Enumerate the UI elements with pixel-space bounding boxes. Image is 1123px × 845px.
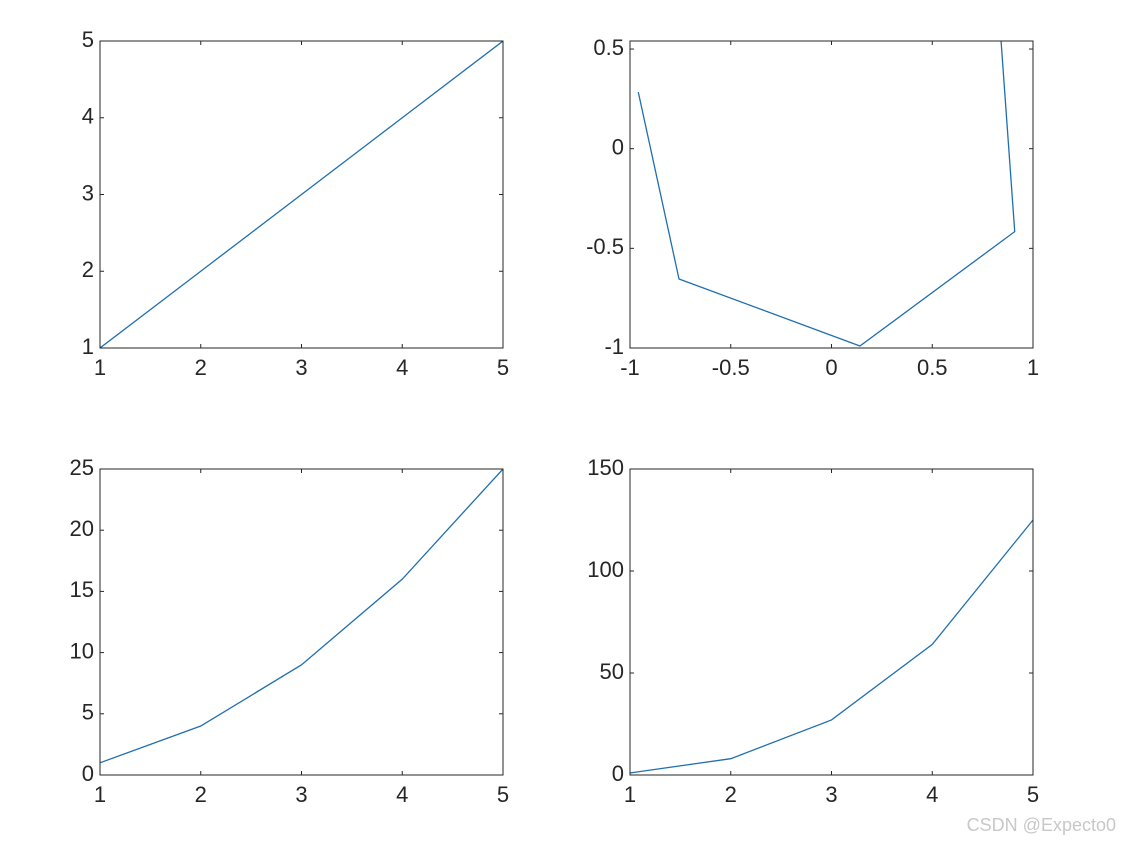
- x-tick-label: -1: [620, 355, 640, 380]
- y-tick-label: 0: [82, 761, 94, 786]
- y-tick-label: -1: [604, 334, 624, 359]
- line: [100, 41, 503, 348]
- y-tick-label: 5: [82, 700, 94, 725]
- x-tick-label: 5: [497, 355, 509, 380]
- y-tick-label: 100: [587, 557, 624, 582]
- x-tick-label: 1: [624, 782, 636, 807]
- line: [100, 469, 503, 764]
- x-tick-label: 3: [295, 355, 307, 380]
- y-tick-label: 10: [70, 638, 94, 663]
- x-tick-label: 2: [195, 782, 207, 807]
- x-tick-label: 2: [725, 782, 737, 807]
- y-tick-label: 2: [82, 257, 94, 282]
- y-tick-label: 15: [70, 577, 94, 602]
- subplot: 1 2 3 4 5 1 2 3 4 5: [82, 27, 509, 380]
- subplot: -1 -0.5 0 0.5 1 -1 -0.5 0 0.5: [586, 35, 1039, 380]
- y-tick-label: 1: [82, 334, 94, 359]
- subplot: 1 2 3 4 5 0 5 10 15 20 25: [70, 455, 510, 807]
- x-tick-label: 1: [1027, 355, 1039, 380]
- x-tick-label: 3: [825, 782, 837, 807]
- y-tick-label: 0: [612, 135, 624, 160]
- x-tick-label: 4: [926, 782, 938, 807]
- y-tick-label: 5: [82, 27, 94, 52]
- x-tick-label: 2: [195, 355, 207, 380]
- x-tick-label: 5: [1027, 782, 1039, 807]
- x-tick-label: 4: [396, 782, 408, 807]
- x-tick-label: 5: [497, 782, 509, 807]
- x-tick-label: -0.5: [712, 355, 750, 380]
- line: [630, 519, 1033, 774]
- x-tick-label: 4: [396, 355, 408, 380]
- y-tick-label: 0: [612, 761, 624, 786]
- x-tick-label: 0.5: [917, 355, 948, 380]
- y-tick-label: 25: [70, 455, 94, 480]
- y-tick-label: 20: [70, 516, 94, 541]
- y-tick-label: 0.5: [593, 35, 624, 60]
- x-tick-label: 3: [295, 782, 307, 807]
- watermark: CSDN @Expecto0: [967, 815, 1116, 835]
- y-tick-label: 150: [587, 455, 624, 480]
- line: [637, 41, 1016, 347]
- y-tick-label: 50: [600, 659, 624, 684]
- y-tick-label: -0.5: [586, 234, 624, 259]
- y-tick-label: 3: [82, 180, 94, 205]
- x-tick-label: 1: [94, 355, 106, 380]
- y-tick-label: 4: [82, 104, 94, 129]
- x-tick-label: 0: [825, 355, 837, 380]
- x-tick-label: 1: [94, 782, 106, 807]
